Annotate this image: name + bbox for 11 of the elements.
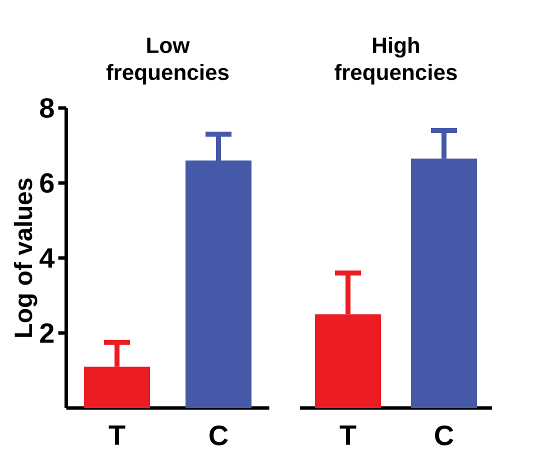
y-tick-label: 2	[40, 323, 54, 343]
chart-title: High frequencies	[334, 36, 457, 84]
x-tick-label: T	[340, 426, 356, 445]
x-tick-label: C	[435, 426, 454, 446]
y-tick-label: 8	[40, 98, 54, 118]
x-tick-label: T	[108, 426, 126, 445]
y-axis-title: Log of values	[14, 178, 38, 337]
chart-title: Low frequencies	[106, 38, 229, 84]
x-tick-label: C	[210, 426, 228, 446]
y-tick-label: 4	[40, 248, 55, 268]
y-tick-label: 6	[40, 173, 54, 193]
